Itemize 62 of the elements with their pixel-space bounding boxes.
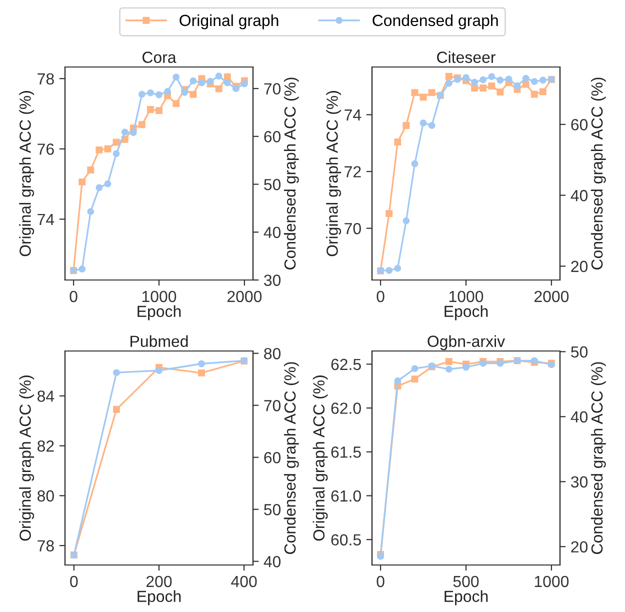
y2-tick-label: 30	[264, 274, 281, 286]
x-axis-title: Epoch	[444, 590, 488, 606]
y2-axis-title: Condensed graph ACC (%)	[284, 78, 299, 270]
y-tick-label: 82	[38, 440, 54, 452]
y-axis-title: Original graph ACC (%)	[19, 376, 34, 541]
x-axis-title: Epoch	[138, 590, 181, 606]
chart-title: Ogbn-arxiv	[428, 335, 506, 350]
y2-tick-label: 40	[264, 556, 281, 568]
y2-tick-label: 80	[264, 348, 281, 360]
x-tick-label: 1000	[534, 576, 569, 588]
y2-tick-label: 40	[264, 226, 281, 238]
chart-title: Pubmed	[130, 335, 188, 347]
x-tick-label: 200	[146, 576, 172, 588]
y-axis-title: Original graph ACC (%)	[19, 91, 34, 256]
y2-axis-title: Condensed graph ACC (%)	[590, 362, 606, 554]
y-tick-label: 74	[38, 214, 54, 225]
y-axis-title: Original graph ACC (%)	[326, 91, 342, 256]
y-tick-label: 72	[344, 166, 361, 178]
y-tick-label: 78	[38, 73, 54, 85]
y2-tick-label: 40	[570, 190, 588, 202]
y2-axis-title: Condensed graph ACC (%)	[284, 362, 299, 554]
y2-tick-label: 50	[264, 504, 281, 516]
y2-tick-label: 70	[264, 83, 281, 94]
y2-tick-label: 30	[571, 476, 588, 488]
x-tick-label: 400	[231, 576, 257, 588]
y2-axis-title: Condensed graph ACC (%)	[590, 78, 606, 270]
y-tick-label: 80	[38, 490, 54, 502]
y-axis-title: Original graph ACC (%)	[312, 376, 328, 541]
y2-tick-label: 20	[571, 260, 588, 272]
x-tick-label: 0	[376, 576, 384, 588]
y-tick-label: 60.5	[331, 534, 361, 546]
y-tick-label: 61.5	[331, 446, 361, 458]
x-tick-label: 500	[453, 576, 479, 588]
y2-tick-label: 50	[571, 346, 588, 358]
x-tick-label: 0	[70, 576, 78, 588]
y-tick-label: 76	[38, 144, 54, 155]
y2-tick-label: 50	[264, 178, 281, 190]
x-tick-label: 1000	[449, 290, 484, 302]
y-tick-label: 84	[38, 390, 54, 402]
x-tick-label: 1000	[142, 290, 176, 302]
y-tick-label: 78	[38, 540, 54, 552]
x-axis-title: Epoch	[138, 305, 181, 320]
y2-tick-label: 60	[571, 119, 588, 130]
y-tick-label: 74	[344, 110, 362, 120]
x-tick-label: 0	[376, 290, 384, 302]
y-tick-label: 62.0	[331, 402, 361, 414]
y2-tick-label: 40	[570, 411, 588, 423]
x-axis-title: Epoch	[444, 305, 488, 320]
x-tick-label: 0	[70, 290, 78, 302]
y2-tick-label: 60	[264, 131, 281, 142]
chart-title: Cora	[142, 52, 176, 63]
x-tick-label: 2000	[534, 290, 569, 302]
y-tick-label: 62.5	[331, 358, 361, 370]
x-tick-label: 2000	[227, 290, 262, 302]
legend-label: Condensed graph	[372, 14, 498, 30]
y-tick-label: 70	[344, 222, 361, 234]
y2-tick-label: 20	[571, 541, 588, 553]
y2-tick-label: 70	[264, 400, 281, 412]
y-tick-label: 61.0	[331, 490, 361, 502]
chart-title: Citeseer	[437, 51, 496, 63]
legend-label: Original graph	[180, 14, 278, 30]
y2-tick-label: 60	[264, 452, 281, 464]
